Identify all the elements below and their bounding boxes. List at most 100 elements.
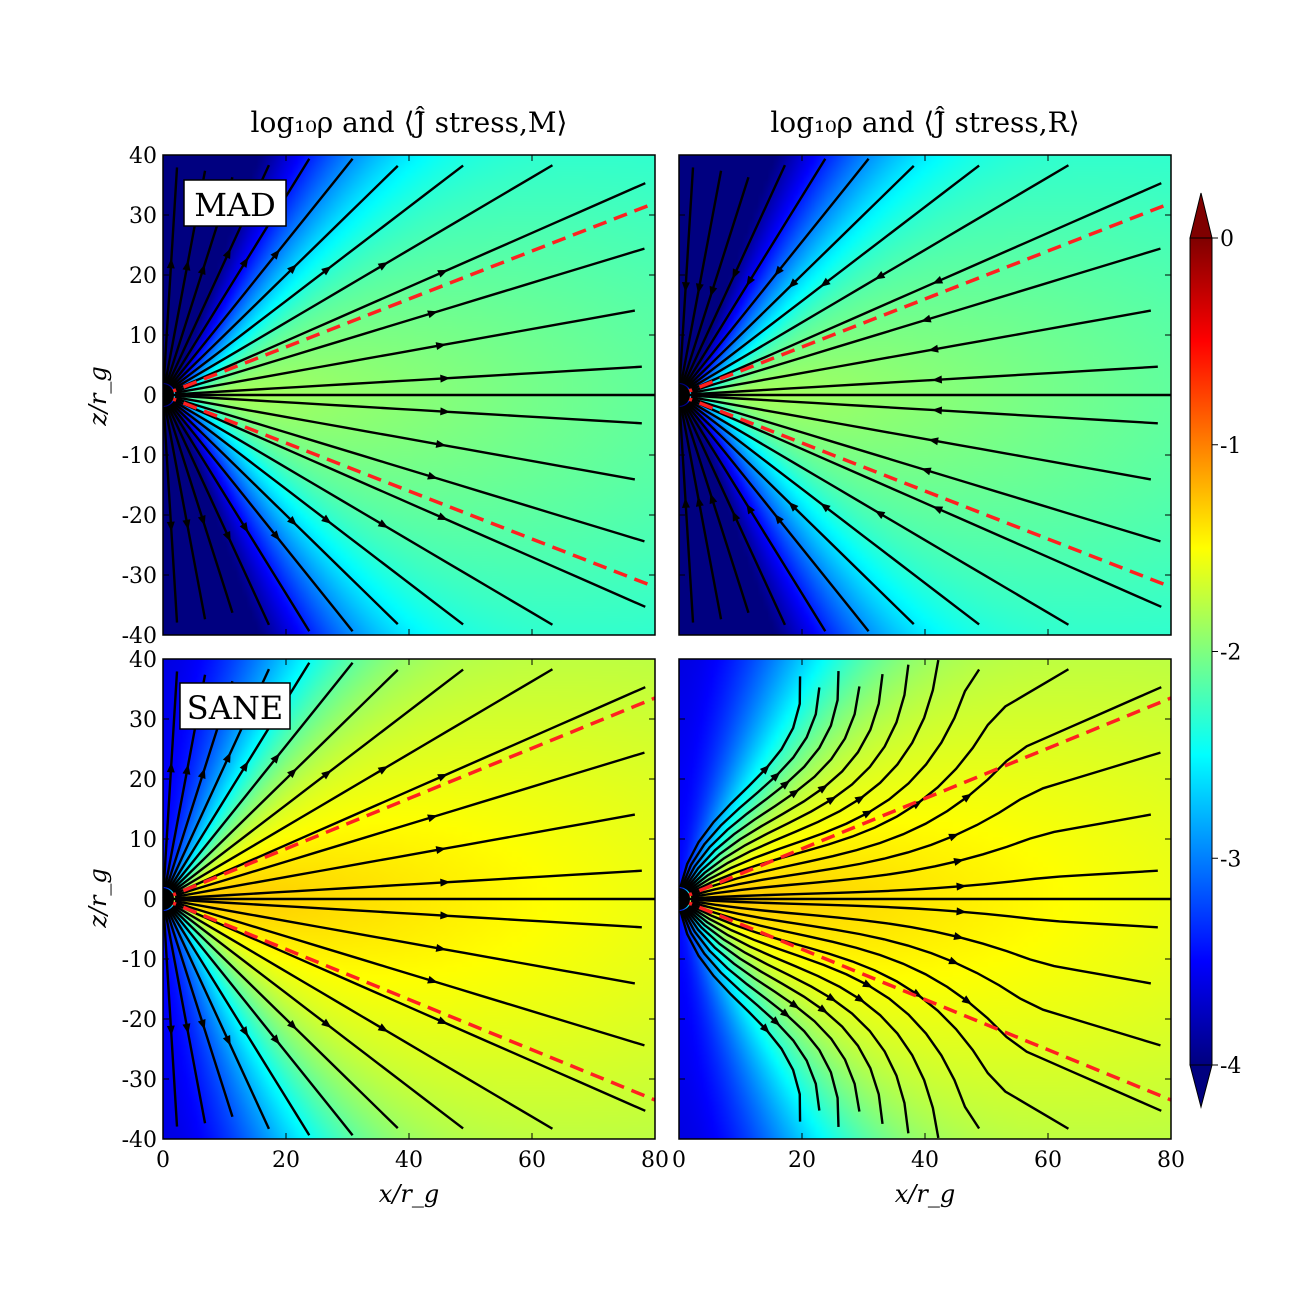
streamline-arrow bbox=[427, 310, 438, 319]
colorbar-extend-max bbox=[1189, 192, 1213, 239]
streamline bbox=[170, 164, 399, 388]
colorbar-extend-min bbox=[1189, 1064, 1213, 1109]
streamline-arrow bbox=[709, 285, 718, 297]
y-tick-label: 20 bbox=[129, 768, 157, 793]
streamline-arrow bbox=[779, 780, 791, 790]
streamline-arrow bbox=[774, 265, 784, 277]
streamline-arrow bbox=[746, 503, 755, 515]
colorbar-tick-label: 0 bbox=[1220, 227, 1234, 252]
streamline-arrow bbox=[874, 271, 886, 280]
streamline bbox=[691, 869, 1158, 900]
streamline bbox=[690, 395, 1152, 481]
streamline bbox=[171, 164, 464, 389]
panels: 403020100-10-20-30-40403020100-10-20-30-… bbox=[122, 144, 1185, 1173]
streamline-arrow bbox=[377, 766, 389, 775]
streamline bbox=[170, 906, 399, 1130]
streamline-arrow bbox=[197, 515, 206, 526]
streamline-arrow bbox=[321, 1018, 332, 1028]
colorbar-ticks: 0 -1 -2 -3 -4 bbox=[1212, 227, 1241, 1079]
streamline-arrow bbox=[287, 264, 298, 275]
y-tick-label: -20 bbox=[122, 504, 157, 529]
colorbar-tick-label: -1 bbox=[1220, 434, 1241, 459]
streamline bbox=[690, 309, 1152, 395]
streamline bbox=[168, 404, 311, 632]
streamline bbox=[689, 902, 1162, 1112]
streamline-arrow bbox=[166, 258, 175, 269]
streamline bbox=[169, 662, 354, 891]
streamline-arrow bbox=[948, 833, 960, 842]
streamline-arrow bbox=[854, 795, 866, 805]
col-title-left: log₁₀ρ and ⟨Ĵ̂ stress,M⟩ bbox=[251, 106, 568, 139]
streamline bbox=[174, 813, 636, 899]
x-tick-label: 80 bbox=[1157, 1148, 1185, 1173]
streamline-arrow bbox=[270, 753, 280, 764]
streamline bbox=[678, 167, 695, 384]
x-tick-label: 40 bbox=[395, 1148, 423, 1173]
y-tick-label: 20 bbox=[129, 264, 157, 289]
streamline-arrow bbox=[239, 1026, 249, 1037]
x-tick-label: 40 bbox=[911, 1148, 939, 1173]
xlabel-left: x/r_g bbox=[379, 1180, 439, 1208]
streamline-arrow bbox=[437, 773, 448, 782]
streamline-arrow bbox=[182, 519, 191, 530]
streamline-arrow bbox=[377, 262, 389, 271]
x-tick-label: 80 bbox=[641, 1148, 669, 1173]
dashed-guide-line bbox=[678, 393, 1172, 589]
streamline bbox=[688, 668, 981, 893]
streamline bbox=[172, 668, 554, 894]
streamline bbox=[681, 406, 750, 614]
streamline-arrow bbox=[435, 439, 447, 448]
streamline bbox=[162, 671, 179, 888]
x-tick-label: 0 bbox=[156, 1148, 170, 1173]
ylabel-bottom: z/r_g bbox=[84, 868, 112, 929]
y-tick-label: 10 bbox=[129, 324, 157, 349]
streamline bbox=[681, 176, 750, 384]
streamline-arrow bbox=[321, 266, 332, 276]
streamline bbox=[166, 405, 271, 626]
streamline-arrow bbox=[182, 764, 191, 775]
streamline-arrow bbox=[695, 283, 704, 294]
streamline bbox=[688, 905, 981, 1130]
streamline bbox=[174, 899, 636, 985]
streamline-arrow bbox=[774, 513, 784, 525]
streamline bbox=[680, 406, 723, 620]
streamline bbox=[684, 158, 827, 386]
streamline bbox=[687, 906, 940, 1139]
streamline-arrow bbox=[695, 496, 704, 507]
streamline bbox=[170, 402, 399, 626]
streamline-arrow bbox=[956, 907, 967, 916]
streamline-arrow bbox=[222, 248, 231, 259]
streamline-arrow bbox=[440, 878, 451, 887]
streamline-arrow bbox=[953, 858, 965, 866]
streamline-arrow bbox=[222, 1035, 231, 1046]
mad-tag-box bbox=[183, 179, 287, 227]
streamline-arrow bbox=[239, 522, 249, 533]
streamline-arrow bbox=[789, 999, 800, 1009]
streamlines bbox=[162, 158, 655, 632]
x-tick-label: 60 bbox=[518, 1148, 546, 1173]
y-tick-label: -20 bbox=[122, 1008, 157, 1033]
streamline-arrow bbox=[820, 277, 831, 288]
streamline-arrow bbox=[681, 281, 690, 293]
streamline-arrow bbox=[377, 519, 389, 528]
streamline bbox=[171, 905, 464, 1130]
xlabel-right: x/r_g bbox=[895, 1180, 955, 1208]
streamline bbox=[164, 910, 207, 1124]
streamline bbox=[170, 668, 399, 892]
streamline-arrow bbox=[746, 275, 755, 287]
streamline-arrow bbox=[287, 1019, 298, 1030]
streamline-arrow bbox=[788, 501, 799, 512]
streamline bbox=[682, 671, 840, 889]
streamline-arrow bbox=[287, 768, 298, 779]
dashed-guide-line bbox=[162, 696, 656, 901]
streamline bbox=[689, 668, 1070, 895]
streamline-arrow bbox=[681, 497, 690, 509]
streamline bbox=[691, 394, 1158, 425]
colorbar: 0 -1 -2 -3 -4 bbox=[1189, 192, 1241, 1109]
streamline-arrow bbox=[321, 514, 332, 524]
streamline-arrow bbox=[920, 314, 932, 323]
panel-4: 0 20 40 60 80 bbox=[672, 658, 1185, 1173]
streamline-arrow bbox=[961, 995, 973, 1005]
x-tick-label: 20 bbox=[788, 1148, 816, 1173]
